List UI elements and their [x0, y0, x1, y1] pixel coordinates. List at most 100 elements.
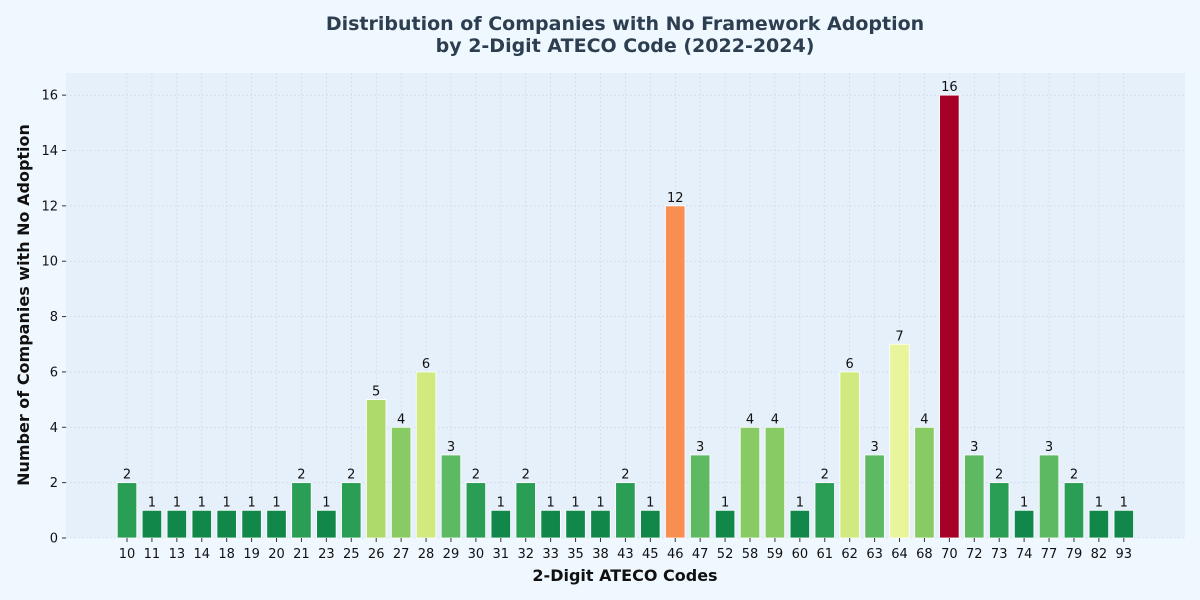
- bar-52: [714, 509, 736, 539]
- x-tick-label-64: 64: [891, 547, 908, 562]
- y-tick-labels: 0 2 4 6 8 10 12 14 16: [41, 89, 66, 547]
- x-tick-label-46: 46: [667, 547, 684, 562]
- data-label-46: 12: [667, 191, 684, 206]
- x-tick-label-74: 74: [1016, 547, 1033, 562]
- x-tick-label-72: 72: [966, 547, 983, 562]
- x-tick-label-93: 93: [1116, 547, 1133, 562]
- bar-64: [889, 343, 910, 539]
- x-tick-label-45: 45: [642, 547, 659, 562]
- bar-35: [565, 509, 586, 539]
- x-tick-labels: 10 11 13 14 18 19 20 21 23 25 26 27 28 29 30 31 32 33 35 38…: [119, 538, 1132, 562]
- bar-77: [1038, 454, 1060, 539]
- bar-59: [764, 426, 786, 539]
- x-tick-label-26: 26: [368, 547, 385, 562]
- data-label-68: 4: [920, 412, 928, 427]
- bar-32: [515, 482, 536, 539]
- x-tick-label-35: 35: [567, 547, 584, 562]
- bar-25: [341, 482, 362, 539]
- x-tick-label-60: 60: [792, 547, 809, 562]
- bar-27: [390, 426, 412, 539]
- bars-group: [116, 94, 1134, 539]
- x-tick-label-58: 58: [742, 547, 759, 562]
- data-label-59: 4: [771, 412, 779, 427]
- bar-29: [440, 454, 462, 539]
- data-label-14: 1: [198, 495, 206, 510]
- x-tick-label-30: 30: [468, 547, 485, 562]
- bar-18: [216, 509, 237, 539]
- y-tick-label: 12: [41, 199, 58, 214]
- data-label-72: 3: [970, 440, 978, 455]
- x-tick-label-10: 10: [119, 547, 136, 562]
- bar-74: [1013, 509, 1035, 539]
- bar-43: [615, 482, 636, 539]
- data-label-79: 2: [1070, 468, 1078, 483]
- data-label-70: 16: [941, 80, 958, 95]
- bar-38: [590, 509, 611, 539]
- data-label-10: 2: [123, 468, 131, 483]
- data-label-27: 4: [397, 412, 405, 427]
- data-label-60: 1: [796, 495, 804, 510]
- data-label-45: 1: [646, 495, 654, 510]
- bar-13: [166, 509, 187, 539]
- data-label-25: 2: [347, 468, 355, 483]
- data-label-13: 1: [173, 495, 181, 510]
- data-label-20: 1: [272, 495, 280, 510]
- data-label-35: 1: [571, 495, 579, 510]
- data-label-61: 2: [821, 468, 829, 483]
- x-tick-label-61: 61: [816, 547, 833, 562]
- x-tick-label-19: 19: [243, 547, 260, 562]
- bar-28: [415, 371, 437, 539]
- bar-47: [690, 454, 711, 539]
- x-tick-label-52: 52: [717, 547, 734, 562]
- data-label-62: 6: [846, 357, 854, 372]
- y-tick-label: 8: [50, 310, 58, 325]
- data-label-33: 1: [546, 495, 554, 510]
- bar-79: [1063, 482, 1085, 539]
- data-label-19: 1: [247, 495, 255, 510]
- data-label-63: 3: [870, 440, 878, 455]
- x-tick-label-25: 25: [343, 547, 360, 562]
- bar-60: [789, 509, 810, 539]
- bar-72: [964, 454, 985, 539]
- data-label-21: 2: [297, 468, 305, 483]
- x-tick-label-20: 20: [268, 547, 285, 562]
- y-tick-label: 2: [50, 476, 58, 491]
- x-tick-label-73: 73: [991, 547, 1008, 562]
- x-tick-label-43: 43: [617, 547, 634, 562]
- x-tick-label-70: 70: [941, 547, 958, 562]
- bar-19: [241, 509, 262, 539]
- bar-61: [814, 482, 835, 539]
- bar-26: [366, 399, 387, 539]
- bar-68: [914, 426, 935, 539]
- bar-73: [989, 482, 1010, 539]
- chart-title-line-2: by 2-Digit ATECO Code (2022-2024): [436, 35, 815, 57]
- data-label-18: 1: [223, 495, 231, 510]
- bar-11: [141, 509, 163, 539]
- x-tick-label-82: 82: [1091, 547, 1108, 562]
- bar-23: [316, 509, 337, 539]
- bar-10: [116, 482, 138, 539]
- data-label-11: 1: [148, 495, 156, 510]
- data-label-38: 1: [596, 495, 604, 510]
- bar-33: [540, 509, 561, 539]
- data-label-93: 1: [1120, 495, 1128, 510]
- data-label-28: 6: [422, 357, 430, 372]
- data-label-74: 1: [1020, 495, 1028, 510]
- bar-58: [739, 426, 761, 539]
- data-label-43: 2: [621, 468, 629, 483]
- bar-45: [640, 509, 661, 539]
- bar-82: [1088, 509, 1110, 539]
- x-tick-label-21: 21: [293, 547, 310, 562]
- data-label-73: 2: [995, 468, 1003, 483]
- bar-62: [839, 371, 860, 539]
- data-label-47: 3: [696, 440, 704, 455]
- bar-21: [291, 482, 312, 539]
- x-tick-label-79: 79: [1066, 547, 1083, 562]
- x-tick-label-62: 62: [841, 547, 858, 562]
- data-label-52: 1: [721, 495, 729, 510]
- x-tick-label-32: 32: [517, 547, 534, 562]
- x-tick-label-68: 68: [916, 547, 933, 562]
- x-axis-label: 2-Digit ATECO Codes: [532, 566, 717, 585]
- data-label-31: 1: [497, 495, 505, 510]
